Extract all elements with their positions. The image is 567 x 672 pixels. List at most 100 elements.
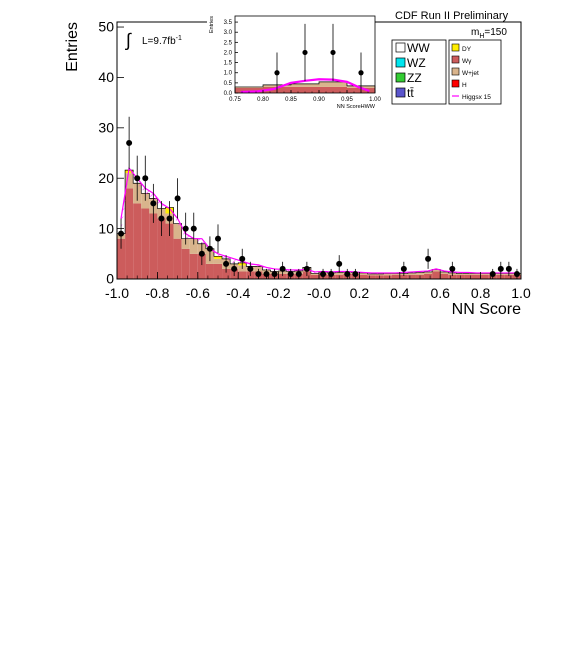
- main-bar-w: [165, 223, 174, 279]
- mass-label: mH=150: [471, 27, 507, 40]
- main-bar-wjet: [415, 272, 425, 275]
- legend-label: H: [462, 82, 467, 89]
- legend-swatch: [395, 72, 406, 83]
- inset-y-tick-label: 2.0: [224, 50, 233, 56]
- main-data-point: [295, 270, 302, 277]
- inset-y-tick-label: 3.5: [224, 20, 233, 26]
- main-bar-wjet: [383, 273, 392, 276]
- inset-y-tick-label: 3.0: [224, 30, 233, 36]
- main-bar-wjet: [472, 273, 481, 275]
- main-data-point: [134, 175, 141, 182]
- legend-label: WZ: [407, 56, 426, 70]
- main-data-point: [166, 215, 173, 222]
- main-x-tick-label: -0.8: [145, 285, 169, 301]
- main-data-point: [142, 175, 149, 182]
- main-bar-wjet: [375, 273, 384, 276]
- main-bar-w: [383, 275, 392, 279]
- main-data-point: [279, 265, 286, 272]
- legend-swatch: [395, 42, 406, 53]
- main-x-tick-label: -0.0: [307, 285, 331, 301]
- main-data-point: [344, 270, 351, 277]
- main-plot-axes: -1.0 -0.8 -0.6 -0.4 -0.2 -0.0 0.2 0.4 0.6 0.8 1.00…: [64, 19, 531, 318]
- main-bar-w: [367, 275, 376, 279]
- legend-swatch: [395, 87, 406, 98]
- main-x-tick-label: -0.4: [226, 285, 250, 301]
- main-bar-wjet: [359, 272, 368, 275]
- main-plot-signal: [120, 166, 517, 274]
- main-bar-wjet: [310, 273, 319, 275]
- main-y-axis-title: Entries: [64, 22, 81, 72]
- main-bar-w: [213, 263, 223, 279]
- main-data-point: [303, 265, 310, 272]
- main-y-tick-label: 20: [98, 170, 114, 186]
- legend-label: Higgsx 15: [462, 94, 491, 101]
- main-bar-wjet: [391, 273, 400, 275]
- main-bar-w: [125, 188, 134, 279]
- inset-y-axis-title: Entries: [209, 16, 215, 33]
- legend-label: W+jet: [462, 70, 479, 77]
- main-bar-w: [117, 238, 126, 279]
- inset-x-axis-title: NN ScoreHWW: [337, 104, 376, 110]
- main-data-point: [255, 270, 262, 277]
- inset-data-point: [358, 70, 364, 76]
- main-bar-w: [432, 271, 441, 279]
- main-data-point: [271, 270, 278, 277]
- legend-label: Wγ: [462, 58, 472, 65]
- legend-swatch: [451, 67, 460, 76]
- main-bar-wjet: [464, 273, 473, 275]
- main-data-point: [247, 265, 254, 272]
- main-data-point: [126, 139, 133, 146]
- integral-sign: ∫: [124, 30, 132, 50]
- inset-x-tick-label: 0.95: [341, 97, 353, 103]
- inset-plot-data-points: [274, 23, 364, 93]
- inset-plot-axes: 0.75 0.80 0.85 0.90 0.95 1.00 0.0 0.5 1.0 1.5 2.0 2…: [209, 16, 381, 110]
- main-x-tick-label: 0.6: [430, 285, 450, 301]
- main-x-tick-label: -1.0: [105, 285, 129, 301]
- main-data-point: [320, 270, 327, 277]
- main-bar-w: [464, 274, 473, 279]
- inset-plot-signal: [240, 78, 370, 94]
- main-bar-wjet: [125, 173, 134, 189]
- main-bar-wjet: [189, 238, 198, 254]
- main-data-point: [198, 250, 205, 257]
- main-data-point: [336, 260, 343, 267]
- main-data-point: [352, 270, 359, 277]
- main-bar-w: [407, 274, 416, 279]
- inset-bar-wjet: [319, 81, 347, 87]
- main-data-point: [489, 270, 496, 277]
- main-data-point: [505, 265, 512, 272]
- main-y-tick-label: 40: [98, 69, 114, 85]
- main-signal-line: [120, 166, 517, 274]
- main-bar-w: [173, 238, 182, 279]
- main-bar-dy: [213, 256, 223, 259]
- main-bar-wjet: [407, 272, 416, 275]
- main-data-point: [400, 265, 407, 272]
- main-x-tick-label: -0.2: [267, 285, 291, 301]
- main-data-point: [287, 270, 294, 277]
- main-data-point: [206, 245, 213, 252]
- inset-bar-wjet: [291, 83, 319, 87]
- main-bar-w: [181, 248, 190, 279]
- chart-title: CDF Run II Preliminary: [395, 10, 509, 22]
- main-data-point: [239, 255, 246, 262]
- main-bar-wjet: [141, 193, 150, 209]
- inset-bar-w: [319, 86, 347, 93]
- main-y-tick-label: 30: [98, 119, 114, 135]
- main-y-tick-label: 10: [98, 220, 114, 236]
- main-bar-w: [448, 274, 457, 279]
- main-data-point: [150, 200, 157, 207]
- main-x-tick-label: 0.8: [471, 285, 491, 301]
- main-data-point: [263, 270, 270, 277]
- inset-background: [207, 14, 375, 108]
- main-x-tick-label: -0.6: [186, 285, 210, 301]
- inset-y-tick-label: 0.5: [224, 81, 233, 87]
- main-bar-w: [278, 273, 287, 279]
- main-data-point: [174, 195, 181, 202]
- main-bar-w: [222, 268, 231, 279]
- legend-swatch: [451, 55, 460, 64]
- main-data-point: [182, 225, 189, 232]
- main-bar-w: [504, 274, 513, 279]
- inset-data-point: [274, 70, 280, 76]
